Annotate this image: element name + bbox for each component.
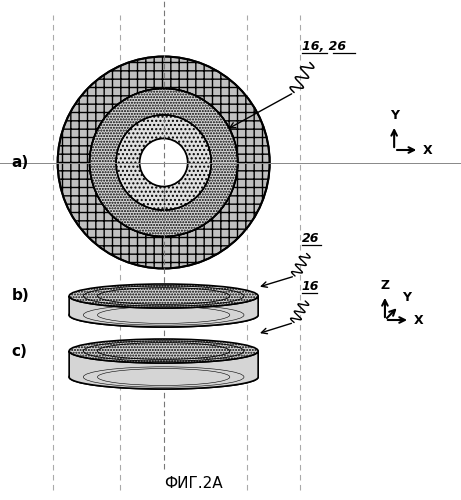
Text: Y: Y xyxy=(390,109,399,122)
Polygon shape xyxy=(69,296,258,327)
Text: ФИГ.2А: ФИГ.2А xyxy=(164,476,223,491)
Text: 26: 26 xyxy=(302,232,319,245)
Text: X: X xyxy=(414,314,424,326)
Text: Z: Z xyxy=(380,279,390,292)
Text: 16: 16 xyxy=(302,280,319,292)
Text: X: X xyxy=(423,144,433,156)
Text: c): c) xyxy=(12,344,27,358)
Text: Y: Y xyxy=(402,291,411,304)
Text: 16, 26: 16, 26 xyxy=(302,40,346,52)
Ellipse shape xyxy=(69,365,258,389)
Text: a): a) xyxy=(12,155,29,170)
Polygon shape xyxy=(69,351,258,389)
Text: b): b) xyxy=(12,288,30,304)
Ellipse shape xyxy=(69,303,258,327)
Ellipse shape xyxy=(69,284,258,308)
Ellipse shape xyxy=(69,339,258,363)
Circle shape xyxy=(140,138,188,186)
